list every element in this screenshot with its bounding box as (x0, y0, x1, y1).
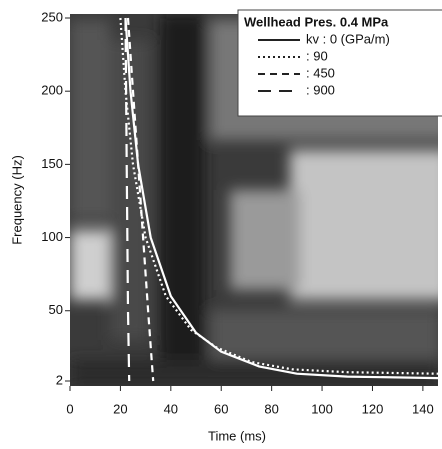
series-line (126, 17, 155, 382)
legend-label: : 450 (306, 65, 335, 80)
legend-label: : 90 (306, 48, 328, 63)
x-tick-label: 20 (113, 401, 127, 416)
y-tick-label: 100 (41, 229, 63, 244)
x-tick-label: 140 (412, 401, 434, 416)
x-tick-label: 100 (311, 401, 333, 416)
series-line (119, 17, 438, 375)
x-axis-label: Time (ms) (208, 428, 266, 443)
x-tick-label: 120 (362, 401, 384, 416)
x-tick-label: 0 (66, 401, 73, 416)
legend-box (237, 9, 442, 117)
series-line (124, 17, 131, 382)
x-tick-label: 40 (164, 401, 178, 416)
y-axis-label: Frequency (Hz) (9, 155, 24, 245)
y-tick-label: 50 (49, 302, 63, 317)
legend-title: Wellhead Pres. 0.4 MPa (244, 14, 389, 29)
y-tick-label: 2 (56, 372, 63, 387)
legend-label: kv : 0 (GPa/m) (306, 31, 390, 46)
x-tick-label: 60 (214, 401, 228, 416)
y-tick-label: 200 (41, 83, 63, 98)
y-tick-label: 250 (41, 9, 63, 24)
y-tick-label: 150 (41, 156, 63, 171)
legend-label: : 900 (306, 82, 335, 97)
x-tick-label: 80 (264, 401, 278, 416)
